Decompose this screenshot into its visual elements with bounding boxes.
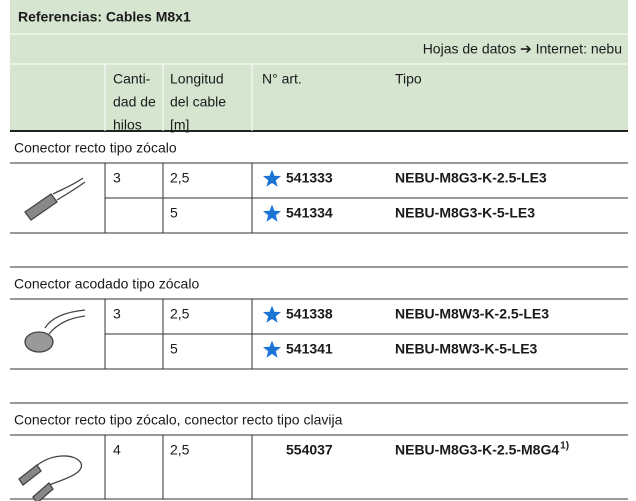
star-icon — [263, 169, 281, 187]
column-header: del cable — [170, 94, 226, 110]
star-icon — [263, 305, 281, 323]
type-code: NEBU-M8W3-K-2.5-LE3 — [395, 306, 549, 322]
part-number: 541333 — [286, 170, 333, 186]
type-code: NEBU-M8G3-K-2.5-LE3 — [395, 170, 547, 186]
wire-count: 3 — [113, 170, 121, 186]
cable-length: 2,5 — [170, 170, 190, 186]
cable — [34, 455, 83, 486]
section-title: Conector recto tipo zócalo, conector rec… — [14, 412, 343, 428]
column-header: Tipo — [395, 71, 422, 87]
connector — [24, 331, 54, 353]
column-header: N° art. — [262, 71, 302, 87]
column-header: hilos — [113, 117, 142, 133]
datasheet-note: Hojas de datos ➔ Internet: nebu — [423, 41, 622, 57]
star-icon — [263, 340, 281, 358]
cable-length: 5 — [170, 341, 178, 357]
section-title: Conector acodado tipo zócalo — [14, 276, 199, 292]
connector — [32, 482, 54, 501]
cable-image — [24, 309, 86, 353]
cable-length: 2,5 — [170, 306, 190, 322]
column-header: Canti- — [113, 71, 151, 87]
wire-count: 3 — [113, 306, 121, 322]
cable-image — [24, 177, 86, 221]
star-icon — [263, 204, 281, 222]
wire-count: 4 — [113, 442, 121, 458]
connector — [18, 464, 42, 486]
column-header: [m] — [170, 117, 189, 133]
type-code: NEBU-M8G3-K-5-LE3 — [395, 205, 535, 221]
footnote-ref: 1) — [560, 441, 569, 452]
part-number: 541334 — [286, 205, 333, 221]
part-number: 554037 — [286, 442, 333, 458]
part-number: 541338 — [286, 306, 333, 322]
connector — [24, 193, 58, 221]
cable-length: 5 — [170, 205, 178, 221]
type-code: NEBU-M8G3-K-2.5-M8G4 — [395, 442, 559, 458]
column-header: Longitud — [170, 71, 224, 87]
cable — [52, 177, 86, 201]
cable — [44, 309, 86, 335]
cable-length: 2,5 — [170, 442, 190, 458]
title: Referencias: Cables M8x1 — [18, 9, 191, 25]
section-title: Conector recto tipo zócalo — [14, 140, 177, 156]
cable-image — [18, 455, 83, 501]
type-code: NEBU-M8W3-K-5-LE3 — [395, 341, 538, 357]
header-bg — [10, 0, 628, 131]
part-number: 541341 — [286, 341, 333, 357]
column-header: dad de — [113, 94, 156, 110]
